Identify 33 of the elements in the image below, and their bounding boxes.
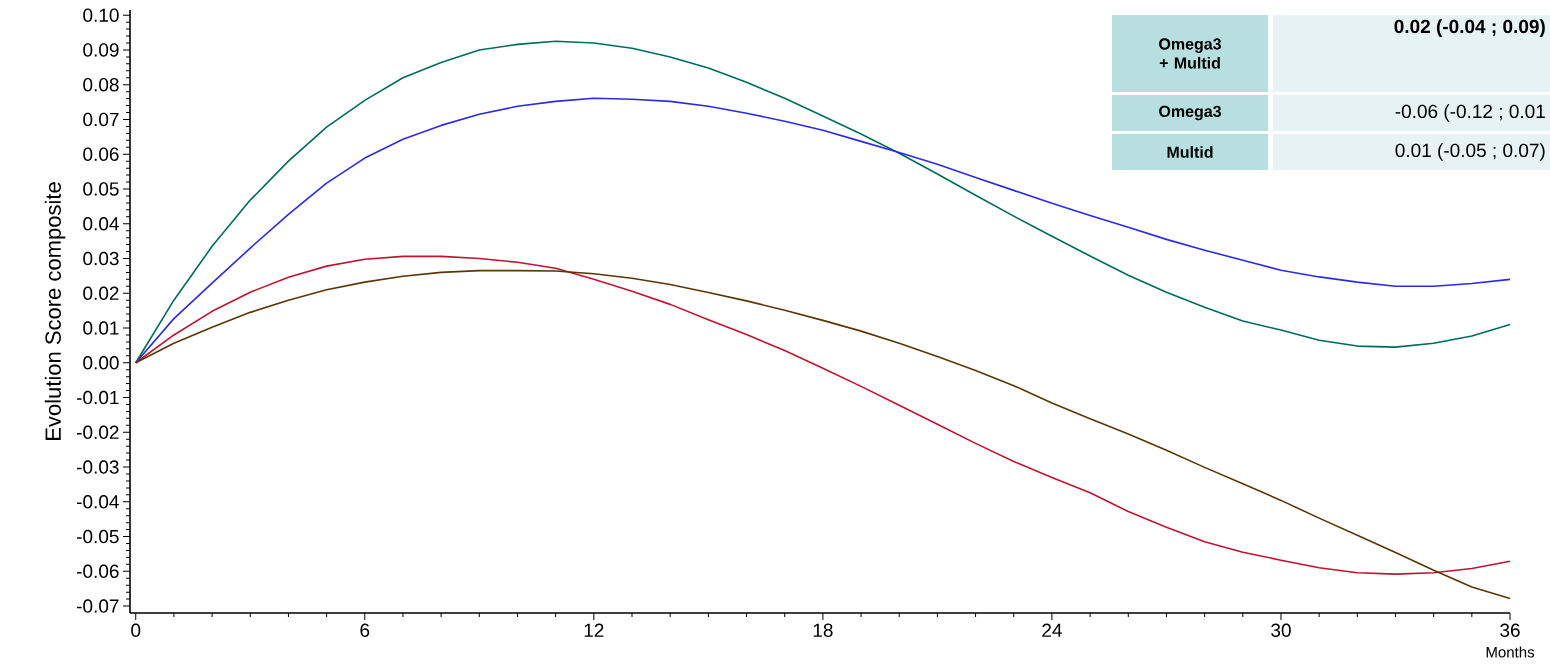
x-tick-label: 18 xyxy=(813,623,833,637)
y-tick-label: 0.00 xyxy=(83,356,119,370)
y-tick-label: 0.06 xyxy=(83,147,119,161)
y-tick-label: -0.06 xyxy=(77,564,119,579)
annotation: Omega3 + Multid xyxy=(1159,38,1221,69)
y-tick-label: 0.05 xyxy=(83,182,119,196)
annotation: 0.02 (-0.04 ; 0.09) xyxy=(1394,19,1545,37)
x-tick-label: 30 xyxy=(1271,623,1291,637)
annotation: 0.01 (-0.05 ; 0.07) xyxy=(1395,143,1545,161)
y-tick-label: -0.02 xyxy=(77,425,119,439)
y-axis-title: Evolution Score composite xyxy=(44,182,66,440)
y-tick-label: 0.08 xyxy=(83,77,119,92)
y-tick-label: 0.10 xyxy=(83,8,119,22)
y-tick-label: -0.04 xyxy=(77,495,119,509)
annotation: Omega3 xyxy=(1159,105,1221,121)
y-tick-label: -0.03 xyxy=(77,460,119,474)
x-tick-label: 36 xyxy=(1500,623,1520,637)
x-tick-label: 0 xyxy=(131,623,141,637)
annotation: -0.06 (-0.12 ; 0.01 xyxy=(1395,104,1545,122)
y-tick-label: -0.01 xyxy=(77,390,119,405)
y-tick-label: -0.05 xyxy=(77,529,119,544)
x-tick-label: 24 xyxy=(1042,623,1062,637)
x-tick-label: 12 xyxy=(584,623,604,637)
y-tick-label: 0.03 xyxy=(83,251,119,266)
y-tick-label: 0.01 xyxy=(83,321,119,335)
y-tick-label: -0.07 xyxy=(77,599,119,613)
y-tick-label: 0.04 xyxy=(83,217,119,231)
x-tick-label: 6 xyxy=(360,623,370,637)
y-tick-label: 0.09 xyxy=(83,43,119,57)
y-tick-label: 0.07 xyxy=(83,112,119,127)
y-tick-label: 0.02 xyxy=(83,286,119,300)
annotation: Multid xyxy=(1167,146,1213,158)
x-axis-title: Months xyxy=(1486,646,1535,658)
